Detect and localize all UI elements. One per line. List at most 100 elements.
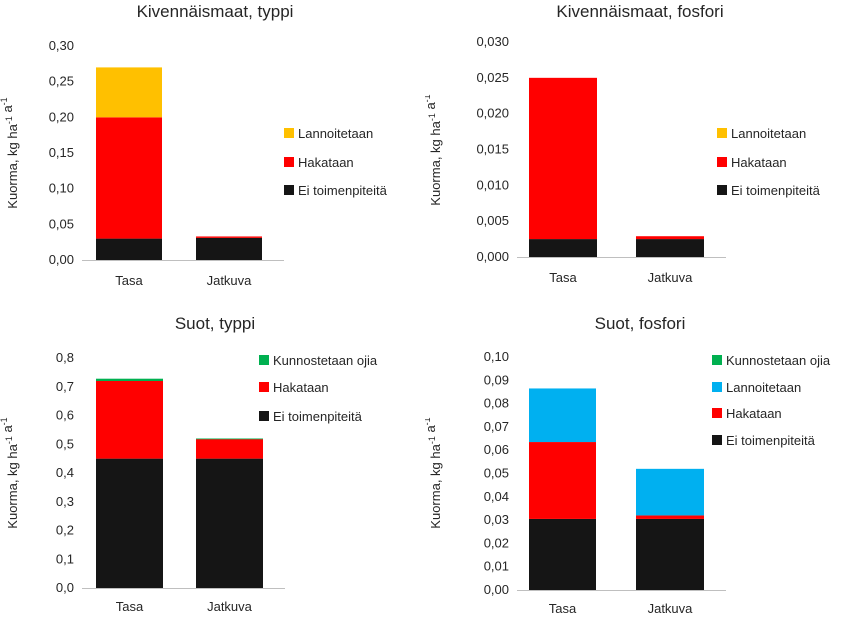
legend-swatch-ei-toimenpiteita [712, 435, 722, 445]
y-tick-label: 0,2 [56, 523, 74, 538]
bar-segment-ei-toimenpiteita-jatkuva [196, 458, 263, 588]
y-tick-label: 0,6 [56, 408, 74, 423]
legend-swatch-hakataan [259, 382, 269, 392]
y-axis-label: Kuorma, kg ha-1 a-1 [0, 417, 20, 528]
chart-title: Suot, typpi [175, 314, 255, 333]
y-tick-label: 0,09 [484, 372, 509, 387]
y-tick-label: 0,03 [484, 512, 509, 527]
y-tick-label: 0,020 [476, 106, 509, 121]
x-tick-label: Tasa [115, 273, 143, 288]
y-tick-label: 0,0 [56, 580, 74, 595]
x-tick-label: Jatkuva [648, 601, 694, 616]
legend-swatch-lannoitetaan [712, 382, 722, 392]
chart-title: Suot, fosfori [595, 314, 686, 333]
legend-swatch-kunnostetaan-ojia [259, 355, 269, 365]
bar-segment-ei-toimenpiteita-tasa [96, 238, 162, 260]
y-tick-label: 0,08 [484, 396, 509, 411]
x-tick-label: Jatkuva [207, 599, 253, 614]
y-tick-label: 0,05 [484, 466, 509, 481]
legend-label-ei-toimenpiteita: Ei toimenpiteitä [731, 183, 821, 198]
chart-suot-fosfori: Suot, fosfori Kuorma, kg ha-1 a-1 0,00 0,01… [425, 310, 850, 619]
bar-segment-ei-toimenpiteita-jatkuva [636, 239, 704, 257]
legend-swatch-hakataan [712, 408, 722, 418]
y-tick-label: 0,8 [56, 350, 74, 365]
y-tick-label: 0,05 [49, 216, 74, 231]
legend-label-hakataan: Hakataan [731, 155, 787, 170]
chart-svg: Suot, typpi Kuorma, kg ha-1 a-1 0,0 0,1 0,2 0… [0, 314, 378, 614]
legend-label-kunnostetaan-ojia: Kunnostetaan ojia [273, 353, 378, 368]
y-tick-label: 0,5 [56, 436, 74, 451]
y-tick-label: 0,00 [484, 582, 509, 597]
bar-segment-hakataan-tasa [96, 117, 162, 239]
bar-segment-ei-toimenpiteita-tasa [529, 239, 597, 257]
bar-segment-hakataan-tasa [529, 442, 596, 519]
y-tick-label: 0,4 [56, 465, 74, 480]
y-tick-label: 0,25 [49, 74, 74, 89]
legend-label-hakataan: Hakataan [273, 380, 329, 395]
bar-segment-lannoitetaan-tasa [529, 388, 596, 443]
y-axis-label: Kuorma, kg ha-1 a-1 [425, 417, 443, 528]
legend-swatch-kunnostetaan-ojia [712, 355, 722, 365]
bar-segment-lannoitetaan-tasa [96, 67, 162, 118]
y-tick-label: 0,000 [476, 249, 509, 264]
bar-segment-hakataan-tasa [96, 381, 163, 459]
legend-label-hakataan: Hakataan [726, 406, 782, 421]
y-tick-label: 0,7 [56, 379, 74, 394]
legend-swatch-lannoitetaan [717, 128, 727, 138]
legend-label-lannoitetaan: Lannoitetaan [731, 126, 806, 141]
y-tick-label: 0,30 [49, 38, 74, 53]
chart-suot-typpi: Suot, typpi Kuorma, kg ha-1 a-1 0,0 0,1 0,2 0… [0, 310, 425, 619]
chart-svg: Kivennäismaat, typpi Kuorma, kg ha-1 a-1 0… [0, 2, 388, 288]
legend-label-ei-toimenpiteita: Ei toimenpiteitä [273, 409, 363, 424]
y-axis-label: Kuorma, kg ha-1 a-1 [0, 97, 20, 208]
bar-segment-hakataan-jatkuva [196, 236, 262, 238]
bar-segment-ei-toimenpiteita-jatkuva [636, 518, 704, 590]
chart-title: Kivennäismaat, typpi [137, 2, 294, 21]
bar-segment-hakataan-jatkuva [196, 439, 263, 459]
legend-swatch-hakataan [284, 157, 294, 167]
bar-segment-ei-toimenpiteita-jatkuva [196, 237, 262, 260]
legend-label-lannoitetaan: Lannoitetaan [726, 380, 801, 395]
legend-label-kunnostetaan-ojia: Kunnostetaan ojia [726, 353, 831, 368]
legend-label-ei-toimenpiteita: Ei toimenpiteitä [726, 433, 816, 448]
y-tick-label: 0,07 [484, 419, 509, 434]
legend-swatch-lannoitetaan [284, 128, 294, 138]
y-tick-label: 0,10 [484, 349, 509, 364]
bar-segment-hakataan-jatkuva [636, 236, 704, 240]
y-tick-label: 0,15 [49, 145, 74, 160]
chart-svg: Suot, fosfori Kuorma, kg ha-1 a-1 0,00 0,01… [425, 314, 831, 616]
bar-segment-lannoitetaan-jatkuva [636, 468, 704, 516]
y-tick-label: 0,3 [56, 494, 74, 509]
y-axis-label: Kuorma, kg ha-1 a-1 [425, 94, 443, 205]
legend-swatch-hakataan [717, 157, 727, 167]
x-tick-label: Jatkuva [207, 273, 253, 288]
x-tick-label: Jatkuva [648, 270, 694, 285]
y-tick-label: 0,1 [56, 551, 74, 566]
y-tick-label: 0,06 [484, 442, 509, 457]
y-tick-label: 0,030 [476, 34, 509, 49]
y-tick-label: 0,04 [484, 489, 509, 504]
chart-title: Kivennäismaat, fosfori [556, 2, 723, 21]
x-tick-label: Tasa [549, 270, 577, 285]
bar-segment-kunnostetaan-ojia-tasa [96, 378, 163, 381]
bar-segment-kunnostetaan-ojia-jatkuva [196, 438, 263, 440]
legend-swatch-ei-toimenpiteita [259, 411, 269, 421]
bar-segment-hakataan-jatkuva [636, 515, 704, 519]
y-tick-label: 0,01 [484, 559, 509, 574]
x-tick-label: Tasa [549, 601, 577, 616]
x-tick-label: Tasa [116, 599, 144, 614]
legend-label-ei-toimenpiteita: Ei toimenpiteitä [298, 183, 388, 198]
chart-kivennaismaat-fosfori: Kivennäismaat, fosfori Kuorma, kg ha-1 a-… [425, 0, 850, 300]
bar-segment-ei-toimenpiteita-tasa [96, 458, 163, 588]
y-tick-label: 0,20 [49, 109, 74, 124]
legend-label-lannoitetaan: Lannoitetaan [298, 126, 373, 141]
legend-swatch-ei-toimenpiteita [717, 185, 727, 195]
y-tick-label: 0,10 [49, 181, 74, 196]
legend-swatch-ei-toimenpiteita [284, 185, 294, 195]
y-tick-label: 0,02 [484, 535, 509, 550]
y-tick-label: 0,015 [476, 142, 509, 157]
bar-segment-ei-toimenpiteita-tasa [529, 518, 596, 590]
chart-svg: Kivennäismaat, fosfori Kuorma, kg ha-1 a-… [425, 2, 821, 285]
y-tick-label: 0,005 [476, 213, 509, 228]
chart-kivennaismaat-typpi: Kivennäismaat, typpi Kuorma, kg ha-1 a-1 0… [0, 0, 425, 300]
